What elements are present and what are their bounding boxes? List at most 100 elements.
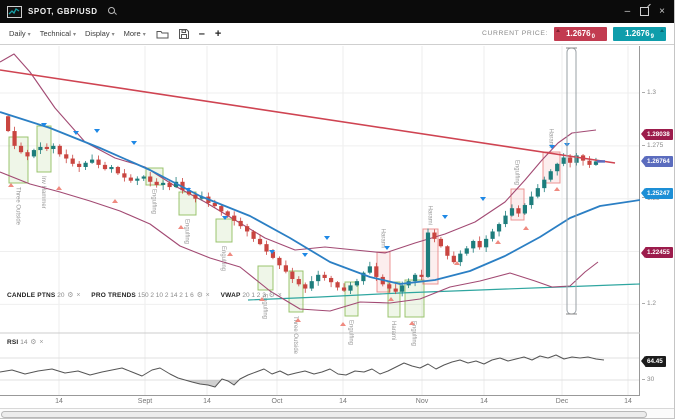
bullish-marker-icon (495, 240, 501, 244)
rsi-axis-label: 30 (642, 376, 654, 383)
pattern-label: Engulfing (220, 246, 226, 271)
measure-overlay[interactable] (566, 47, 577, 315)
bullish-marker-icon (554, 187, 560, 191)
price-axis-label: 1.2 (642, 300, 656, 307)
price-axis-label: 1.3 (642, 89, 656, 96)
ask-price-badge[interactable]: 1.2676 9 (613, 26, 666, 41)
price-tag: 1.22455 (641, 247, 673, 258)
pattern-boxes: Three Outside Inv Hammer Engulfing Engulfin… (8, 125, 561, 355)
menu-more[interactable]: More ▾ (123, 29, 146, 38)
bullish-marker-icon (388, 297, 394, 301)
pattern-box[interactable] (257, 265, 274, 291)
chevron-down-icon: ▾ (27, 32, 31, 38)
bullish-marker-icon (409, 321, 415, 325)
price-chart[interactable]: Three Outside Inv Hammer Engulfing Engulfin… (0, 46, 640, 396)
close-icon[interactable]: × (659, 5, 665, 17)
menu-technical[interactable]: Technical ▾ (39, 29, 76, 38)
rsi-line (0, 354, 605, 388)
price-axis-label: 1.275 (642, 142, 663, 149)
bid-price-badge[interactable]: 1.2676 0 (554, 26, 607, 41)
price-axis[interactable]: 1.31.2751.251.2301.280381.267641.252471.… (640, 46, 674, 396)
time-axis-label: Oct (271, 398, 283, 405)
time-axis-label: Nov (415, 398, 429, 405)
rsi-plot (0, 354, 605, 388)
bearish-marker-icon (41, 123, 47, 127)
gear-icon[interactable]: ⚙ (67, 292, 74, 299)
indicator-legend: CANDLE PTNS 20 ⚙ × PRO TRENDS 150 2 10 2… (7, 291, 291, 299)
app-logo-icon (7, 5, 22, 18)
pattern-label: Harami (548, 129, 554, 148)
pattern-label: Three Outside (15, 187, 21, 226)
trendline (0, 69, 616, 164)
time-axis[interactable]: 14 Sept 14 Oct 14 Nov 14 Dec 14 (0, 397, 640, 408)
indicator-candle-ptns: CANDLE PTNS 20 ⚙ × (7, 292, 81, 299)
popout-icon[interactable] (640, 7, 650, 16)
pattern-label: Engulfing (411, 321, 417, 346)
menu-display[interactable]: Display ▾ (84, 29, 115, 38)
bearish-marker-icon (324, 236, 330, 240)
pattern-label: Inv Hammer (40, 176, 46, 209)
time-axis-label: 14 (55, 398, 63, 405)
zoom-in-button[interactable]: + (214, 27, 222, 40)
bullish-marker-icon (340, 322, 346, 326)
chart-scrollbar[interactable] (0, 408, 674, 418)
upper-band-line (0, 53, 597, 254)
bearish-marker-icon (480, 197, 486, 201)
current-price-label: CURRENT PRICE: (481, 30, 548, 37)
scrollbar-thumb[interactable] (1, 411, 647, 418)
time-axis-label: 14 (624, 398, 632, 405)
bearish-marker-icon (73, 131, 79, 135)
save-icon[interactable] (178, 28, 189, 39)
chevron-down-icon: ▾ (142, 32, 146, 38)
gear-icon[interactable]: ⚙ (196, 292, 203, 299)
pattern-box[interactable] (215, 218, 233, 243)
window-title: SPOT, GBP/USD (28, 7, 98, 16)
gear-icon[interactable]: ⚙ (30, 339, 37, 346)
indicator-pro-trends: PRO TRENDS 150 2 10 2 14 2 1 6 ⚙ × (91, 292, 210, 299)
moving-average-line (0, 111, 640, 285)
bullish-marker-icon (112, 199, 118, 203)
bullish-marker-icon (8, 183, 14, 187)
line-overlays (0, 69, 640, 285)
price-tag: 1.26764 (641, 155, 673, 167)
bullish-marker-icon (295, 318, 301, 322)
pattern-box[interactable] (344, 281, 359, 317)
bearish-marker-icon (185, 188, 191, 192)
menu-daily[interactable]: Daily ▾ (9, 29, 31, 38)
remove-icon[interactable]: × (277, 292, 282, 299)
open-folder-icon[interactable] (156, 29, 169, 39)
bearish-marker-icon (131, 141, 137, 145)
tick-direction-icon (660, 28, 664, 32)
remove-icon[interactable]: × (76, 292, 81, 299)
rsi-value-tag: 64.45 (641, 355, 666, 367)
price-tag: 1.28038 (641, 128, 673, 140)
pattern-label: Harami (380, 229, 386, 248)
bearish-marker-icon (549, 145, 555, 149)
bullish-marker-icon (454, 261, 460, 265)
pattern-label: Engulfing (151, 189, 157, 214)
bullish-marker-icon (227, 252, 233, 256)
pattern-box[interactable] (8, 136, 29, 184)
time-axis-label: 14 (480, 398, 488, 405)
bearish-marker-icon (384, 246, 390, 250)
title-bar: SPOT, GBP/USD – × (0, 0, 674, 23)
chevron-down-icon: ▾ (111, 32, 115, 38)
rsi-legend: RSI 14 ⚙ × (7, 338, 52, 346)
candlesticks[interactable] (6, 115, 599, 297)
remove-icon[interactable]: × (39, 339, 44, 346)
bearish-marker-icon (302, 253, 308, 257)
time-axis-label: Sept (137, 398, 153, 405)
bullish-marker-icon (523, 226, 529, 230)
remove-icon[interactable]: × (205, 292, 210, 299)
search-icon[interactable] (107, 6, 118, 17)
bearish-marker-icon (269, 250, 275, 254)
pattern-label: Engulfing (184, 219, 190, 244)
pattern-label: Three Outside (292, 316, 298, 355)
pattern-label: Harami (390, 321, 396, 340)
pattern-box[interactable] (542, 151, 561, 184)
minimize-icon[interactable]: – (624, 5, 631, 17)
gear-icon[interactable]: ⚙ (268, 292, 275, 299)
zoom-out-button[interactable]: – (198, 27, 205, 40)
tick-direction-icon (556, 28, 560, 32)
